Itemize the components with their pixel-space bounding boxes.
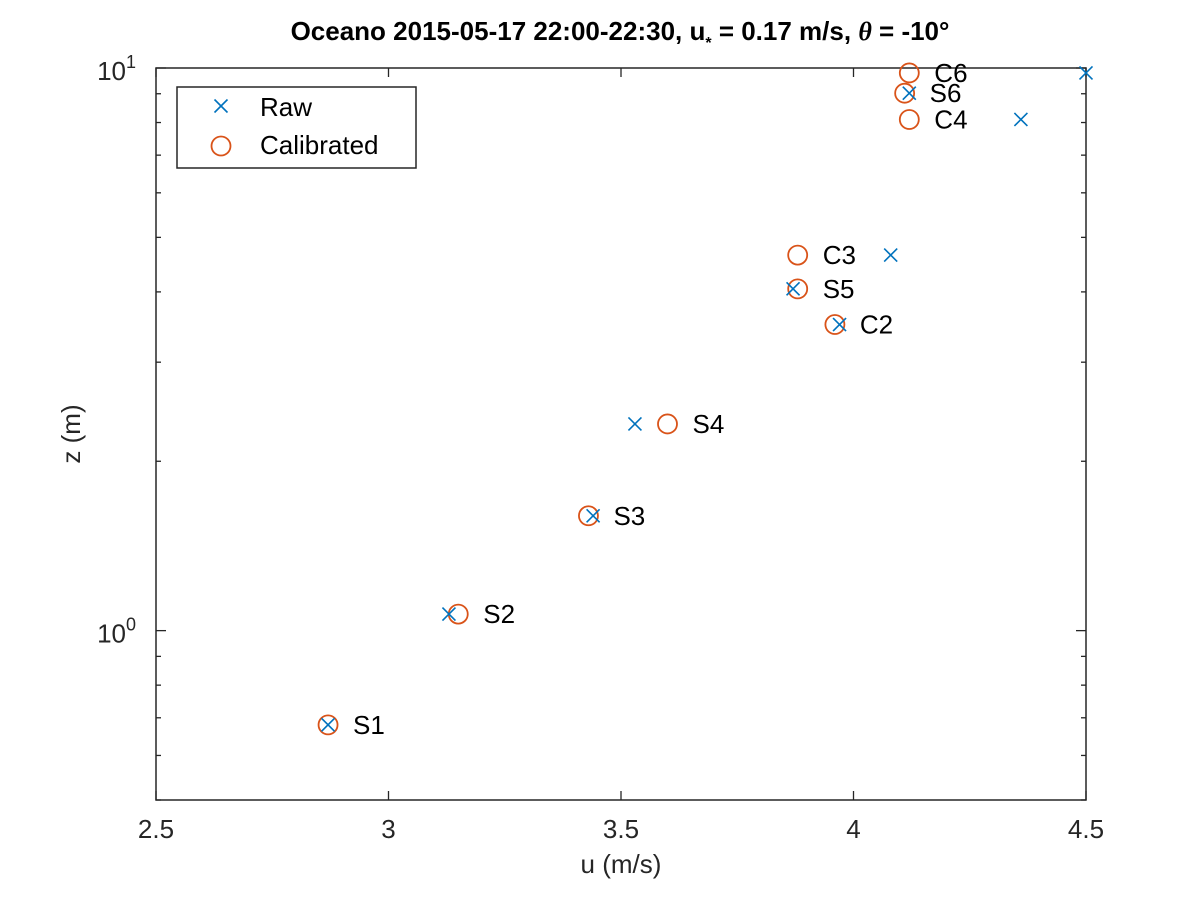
calibrated-point bbox=[317, 714, 339, 736]
legend-marker-raw bbox=[213, 98, 229, 114]
raw-point bbox=[1078, 65, 1094, 81]
point-label: C6 bbox=[934, 58, 967, 88]
legend-x-marker bbox=[213, 98, 229, 114]
raw-point bbox=[586, 508, 601, 523]
axis-ticks bbox=[155, 67, 1087, 801]
raw-point bbox=[441, 607, 457, 622]
raw-point bbox=[832, 317, 847, 332]
legend-marker-calibrated bbox=[210, 135, 232, 157]
legend-label-raw: Raw bbox=[260, 92, 312, 122]
calibrated-point bbox=[824, 314, 846, 335]
point-label: S6 bbox=[930, 78, 962, 108]
legend-o-marker bbox=[210, 135, 232, 157]
y-tick-label: 101 bbox=[97, 52, 136, 86]
chart-title: Oceano 2015-05-17 22:00-22:30, u* = 0.17… bbox=[291, 16, 950, 52]
calibrated-point bbox=[578, 505, 599, 527]
x-axis-label: u (m/s) bbox=[581, 849, 662, 879]
calibrated-point bbox=[898, 109, 920, 130]
x-tick-label: 3 bbox=[381, 814, 395, 844]
calibrated-point bbox=[898, 62, 920, 84]
x-tick-label: 4 bbox=[846, 814, 860, 844]
point-label: C4 bbox=[934, 104, 967, 134]
point-label: S5 bbox=[823, 274, 855, 304]
y-axis-label: z (m) bbox=[56, 404, 86, 463]
point-label: S3 bbox=[613, 501, 645, 531]
x-tick-label: 3.5 bbox=[603, 814, 639, 844]
point-label: C2 bbox=[860, 310, 893, 340]
raw-point bbox=[785, 281, 801, 296]
raw-point bbox=[627, 416, 643, 432]
plot-area bbox=[155, 67, 1087, 801]
raw-point bbox=[1013, 112, 1028, 127]
y-tick-label: 100 bbox=[97, 615, 136, 649]
chart-title-prefix: Oceano 2015-05-17 22:00-22:30, u bbox=[291, 16, 706, 46]
calibrated-point bbox=[787, 278, 809, 300]
chart-title-suffix: = -10° bbox=[872, 16, 950, 46]
tick-labels: 2.5 3 3.5 4 4.5 100 101 bbox=[97, 52, 1104, 844]
calibrated-point bbox=[657, 413, 678, 435]
data-marks bbox=[317, 62, 1094, 736]
point-label: S1 bbox=[353, 710, 385, 740]
x-tick-label: 2.5 bbox=[138, 814, 174, 844]
raw-point bbox=[320, 717, 336, 732]
x-tick-label: 4.5 bbox=[1068, 814, 1104, 844]
raw-point bbox=[902, 86, 917, 101]
point-label: C3 bbox=[823, 240, 856, 270]
chart-title-theta: θ bbox=[858, 17, 872, 46]
legend: Raw Calibrated bbox=[176, 86, 417, 169]
legend-label-calibrated: Calibrated bbox=[260, 130, 379, 160]
point-label: S4 bbox=[693, 409, 725, 439]
chart-title-subscript: * bbox=[705, 35, 712, 52]
calibrated-point bbox=[787, 244, 809, 266]
calibrated-point bbox=[894, 82, 916, 104]
chart-title-middle: = 0.17 m/s, bbox=[712, 16, 859, 46]
raw-point bbox=[883, 248, 898, 263]
point-label: S2 bbox=[483, 599, 515, 629]
